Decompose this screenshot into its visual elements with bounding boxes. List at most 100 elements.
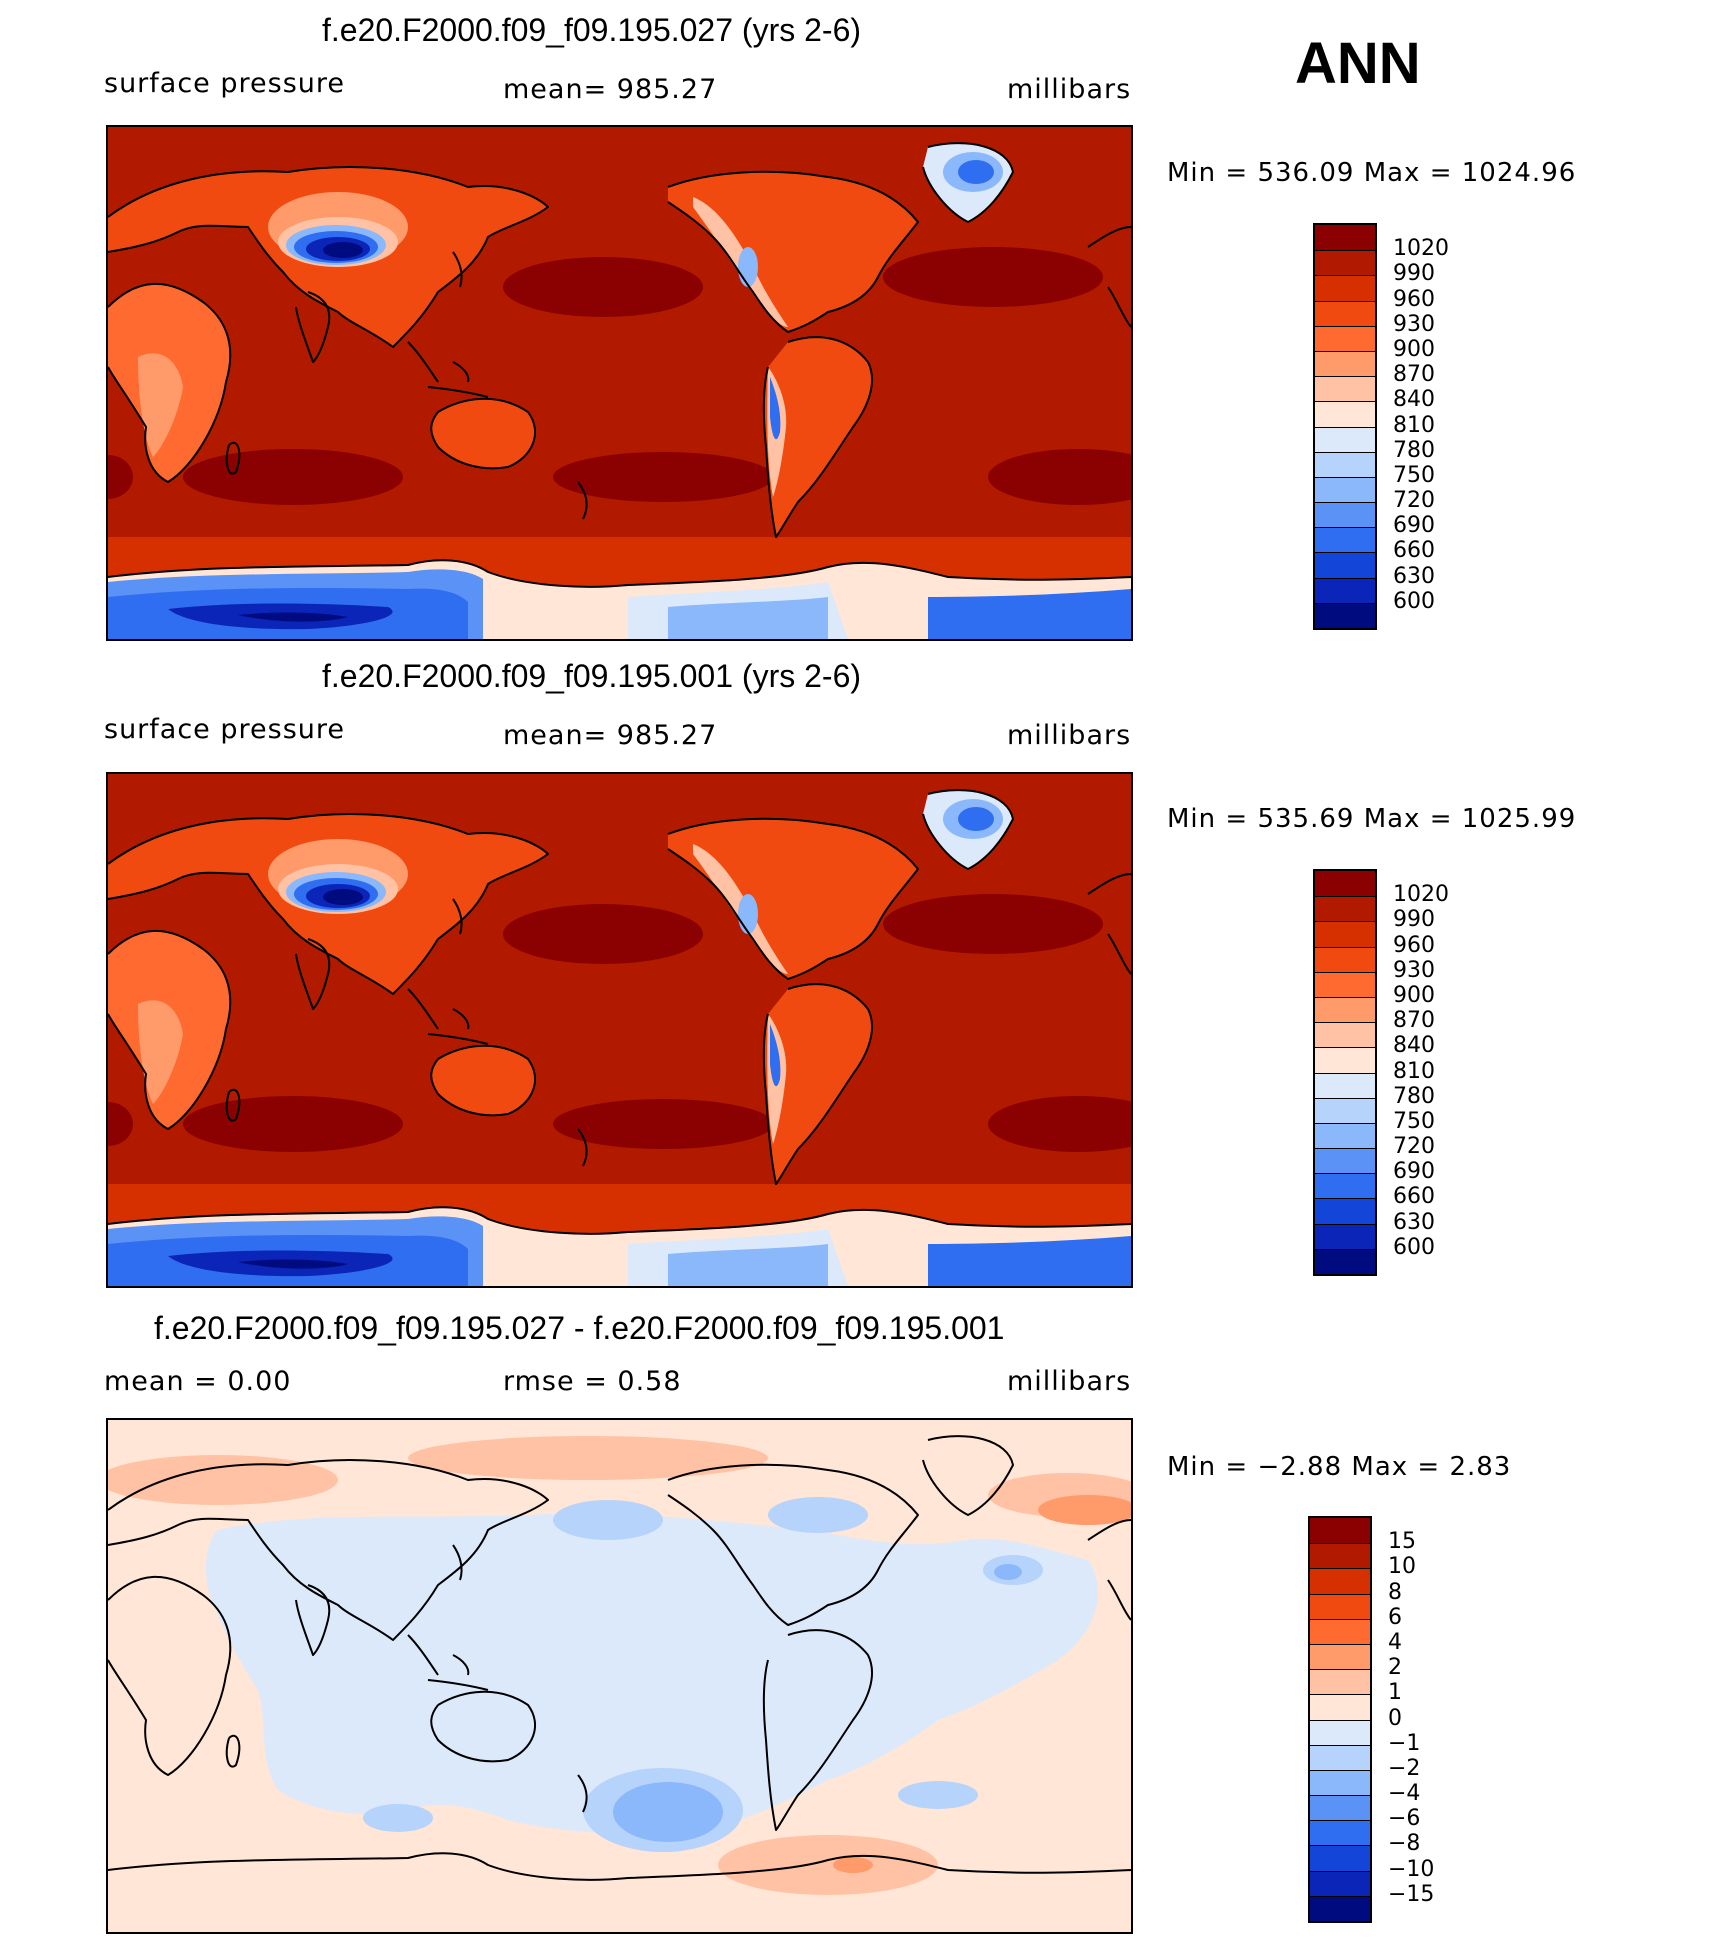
colorbar [1313,869,1377,1276]
colorbar-tick-label: −15 [1388,1881,1435,1907]
colorbar-tick-label: 720 [1393,1134,1435,1160]
colorbar-tick-label: 660 [1393,538,1435,564]
difference-map [106,1418,1133,1934]
colorbar-tick-label: 1020 [1393,236,1449,262]
panel-title: f.e20.F2000.f09_f09.195.027 (yrs 2-6) [322,12,862,48]
colorbar-segment [1315,401,1375,427]
colorbar-segment [1315,971,1375,997]
colorbar-tick-label: 930 [1393,957,1435,983]
map-field [108,127,1131,639]
colorbar-segment [1315,1022,1375,1048]
colorbar-tick-label: −6 [1388,1806,1421,1832]
colorbar-segment [1315,300,1375,326]
colorbar-segment [1310,1643,1370,1670]
colorbar-segment [1315,871,1375,897]
colorbar-tick-label: 10 [1388,1554,1416,1580]
colorbar-segment [1310,1870,1370,1896]
min-max-label: Min = 536.09 Max = 1024.96 [1167,158,1577,188]
colorbar-segment [1315,476,1375,503]
colorbar-tick-label: 6 [1388,1604,1402,1630]
colorbar-tick-label: 4 [1388,1629,1402,1655]
colorbar-segment [1315,896,1375,922]
colorbar-segment [1310,1795,1370,1821]
colorbar-segment [1310,1719,1370,1745]
colorbar-tick-label: 810 [1393,1058,1435,1084]
colorbar-segment [1315,1072,1375,1098]
colorbar-segment [1315,250,1375,276]
variable-label: surface pressure [104,714,345,745]
colorbar-tick-label: 960 [1393,932,1435,958]
colorbar [1308,1516,1372,1923]
colorbar-tick-label: 1 [1388,1680,1402,1706]
colorbar-tick-label: −1 [1388,1730,1421,1756]
colorbar-tick-label: 990 [1393,907,1435,933]
colorbar-tick-label: 690 [1393,513,1435,539]
colorbar-segment [1310,1618,1370,1644]
colorbar-tick-label: −10 [1388,1856,1435,1882]
colorbar-tick-label: 750 [1393,1108,1435,1134]
panel-title: f.e20.F2000.f09_f09.195.001 (yrs 2-6) [322,658,862,694]
colorbar-tick-label: 960 [1393,286,1435,312]
colorbar-tick-label: 870 [1393,362,1435,388]
colorbar-segment [1315,921,1375,947]
colorbar-segment [1315,527,1375,553]
colorbar-tick-label: 720 [1393,488,1435,514]
colorbar-tick-label: −8 [1388,1831,1421,1857]
colorbar-tick-label: 780 [1393,1083,1435,1109]
colorbar-tick-label: 660 [1393,1184,1435,1210]
colorbar-tick-label: 600 [1393,1234,1435,1260]
units-label: millibars [1007,1366,1132,1397]
colorbar-segment [1315,275,1375,301]
colorbar-tick-label: 600 [1393,588,1435,614]
colorbar-segment [1315,376,1375,402]
colorbar-segment [1315,577,1375,603]
colorbar-segment [1310,1669,1370,1695]
units-label: millibars [1007,720,1132,751]
colorbar-tick-label: 2 [1388,1655,1402,1681]
colorbar-tick-label: 0 [1388,1705,1402,1731]
colorbar [1313,223,1377,630]
colorbar-segment [1310,1845,1370,1871]
colorbar-segment [1315,1198,1375,1224]
colorbar-segment [1315,1122,1375,1149]
mean-label: mean= 985.27 [503,74,718,105]
colorbar-tick-label: 630 [1393,1209,1435,1235]
colorbar-segment [1310,1543,1370,1569]
colorbar-segment [1310,1769,1370,1796]
min-max-label: Min = −2.88 Max = 2.83 [1167,1452,1512,1482]
mean-label: mean = 0.00 [104,1366,292,1397]
surface-pressure-map [106,125,1133,641]
colorbar-tick-label: 840 [1393,1033,1435,1059]
colorbar-segment [1315,502,1375,528]
colorbar-segment [1315,325,1375,351]
colorbar-segment [1315,602,1375,628]
mean-label: mean= 985.27 [503,720,718,751]
colorbar-tick-label: 810 [1393,412,1435,438]
units-label: millibars [1007,74,1132,105]
colorbar-segment [1315,1097,1375,1123]
colorbar-segment [1310,1518,1370,1544]
colorbar-tick-label: 15 [1388,1529,1416,1555]
colorbar-segment [1315,552,1375,578]
colorbar-segment [1310,1895,1370,1921]
panel-title: f.e20.F2000.f09_f09.195.027 - f.e20.F200… [154,1310,1005,1346]
colorbar-segment [1315,1148,1375,1174]
colorbar-segment [1315,996,1375,1023]
colorbar-tick-label: 930 [1393,311,1435,337]
colorbar-tick-label: 840 [1393,387,1435,413]
season-label: ANN [1295,31,1421,96]
colorbar-segment [1315,451,1375,477]
colorbar-tick-label: −2 [1388,1755,1421,1781]
colorbar-segment [1310,1820,1370,1846]
colorbar-tick-label: 870 [1393,1008,1435,1034]
colorbar-segment [1315,350,1375,377]
colorbar-tick-label: 900 [1393,336,1435,362]
colorbar-segment [1315,1047,1375,1073]
colorbar-tick-label: −4 [1388,1781,1421,1807]
colorbar-tick-label: 630 [1393,563,1435,589]
colorbar-segment [1315,946,1375,972]
colorbar-tick-label: 8 [1388,1579,1402,1605]
colorbar-tick-label: 900 [1393,982,1435,1008]
map-field [108,1420,1131,1932]
